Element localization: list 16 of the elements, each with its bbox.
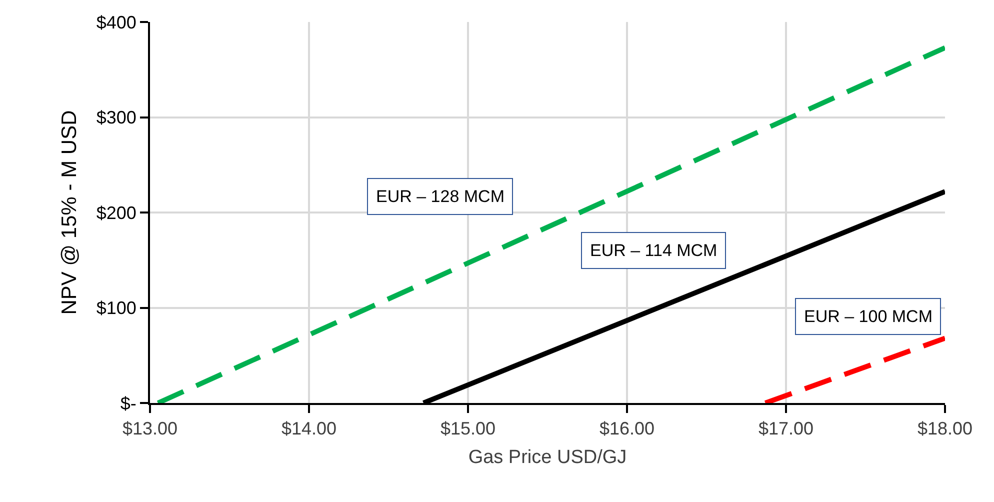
x-tick-label: $18.00 bbox=[917, 418, 973, 439]
series-label: EUR – 100 MCM bbox=[804, 307, 932, 326]
x-tick-label: $13.00 bbox=[122, 418, 178, 439]
y-tick-label: $100 bbox=[96, 298, 136, 318]
y-tick-label: $- bbox=[120, 393, 136, 414]
x-tick-label: $17.00 bbox=[758, 418, 814, 439]
text: EUR – 128 MCM bbox=[376, 187, 504, 206]
y-tick-label: $200 bbox=[96, 202, 136, 223]
y-tick-label: $300 bbox=[96, 108, 136, 128]
x-tick-label: $16.00 bbox=[599, 418, 655, 439]
y-axis-title: NPV @ 15% - M USD bbox=[58, 110, 82, 315]
x-tick-label: $15.00 bbox=[440, 418, 496, 439]
y-tick-label: $400 bbox=[96, 12, 136, 32]
x-tick-label: $14.00 bbox=[281, 418, 337, 439]
series-label: EUR – 114 MCM bbox=[590, 241, 718, 260]
x-axis-title: Gas Price USD/GJ bbox=[468, 446, 627, 468]
